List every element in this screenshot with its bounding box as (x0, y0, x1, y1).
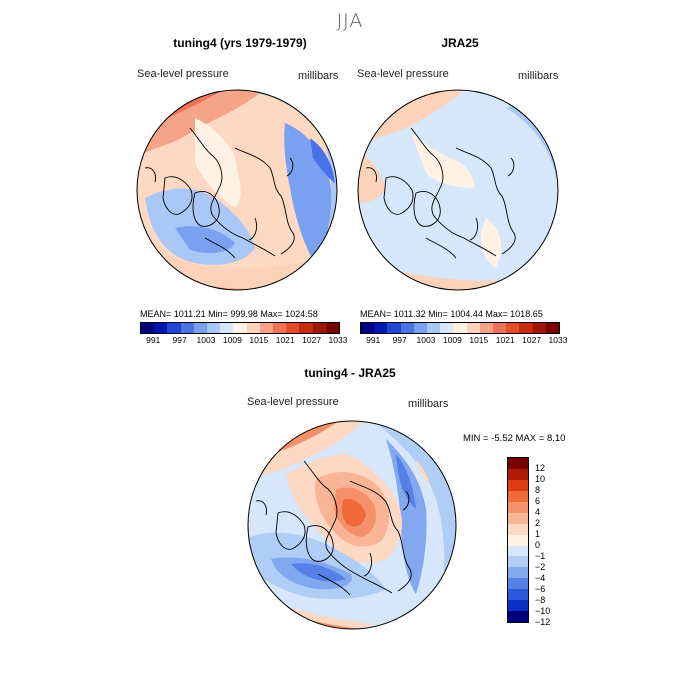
diff-units-label: millibars (408, 398, 449, 410)
colorbar-tick-label: 1003 (196, 335, 216, 345)
colorbar-tick-label: 991 (366, 335, 381, 345)
diff-stats: MIN = -5.52 MAX = 8.10 (463, 433, 566, 444)
colorbar-swatch (154, 323, 168, 333)
colorbar-tick-label: −10 (535, 605, 551, 616)
colorbar-tick-label: −12 (535, 616, 551, 627)
colorbar-swatch (508, 534, 528, 546)
colorbar-tick-label: 2 (535, 518, 541, 529)
colorbar-tick-label: 1009 (222, 335, 242, 345)
colorbar-tick-label: 1033 (548, 335, 568, 345)
colorbar-tick-label: 1 (535, 529, 541, 540)
colorbar-tick-label: 12 (535, 463, 546, 474)
colorbar-swatch (312, 323, 326, 333)
colorbar-swatch (141, 323, 155, 333)
colorbar-tick-label: 991 (146, 335, 161, 345)
colorbar-swatch (508, 468, 528, 480)
colorbar-swatch (387, 323, 401, 333)
season-title: JJA (336, 10, 364, 32)
colorbar-swatch (508, 501, 528, 513)
colorbar-tick-label: −4 (535, 572, 546, 583)
model-variable-label: Sea-level pressure (137, 68, 229, 80)
colorbar-swatch (361, 323, 375, 333)
colorbar-tick-label: −2 (535, 561, 546, 572)
model-colorbar (140, 322, 340, 334)
colorbar-swatch (413, 323, 428, 333)
colorbar-tick-label: 1003 (416, 335, 436, 345)
colorbar-swatch (508, 512, 528, 524)
colorbar-swatch (286, 323, 300, 333)
colorbar-swatch (400, 323, 414, 333)
obs-units-label: millibars (518, 70, 559, 82)
colorbar-swatch (167, 323, 181, 333)
colorbar-tick-label: 1033 (328, 335, 348, 345)
colorbar-swatch (519, 323, 533, 333)
colorbar-swatch (180, 323, 194, 333)
colorbar-swatch (207, 323, 221, 333)
colorbar-swatch (506, 323, 520, 333)
colorbar-swatch (508, 589, 528, 601)
colorbar-swatch (545, 323, 560, 333)
colorbar-tick-label: 10 (535, 474, 546, 485)
colorbar-swatch (233, 323, 247, 333)
diff-colorbar-ticks: 12 10 8 6 4 2 1 0 −1 −2 −4 −6 −8 −10 −12 (535, 463, 575, 627)
colorbar-swatch (479, 323, 494, 333)
colorbar-swatch (440, 323, 454, 333)
model-polar-map (136, 89, 338, 291)
colorbar-swatch (508, 523, 528, 535)
obs-variable-label: Sea-level pressure (357, 68, 449, 80)
colorbar-swatch (508, 545, 528, 557)
model-stats: MEAN= 1011.21 Min= 999.98 Max= 1024.58 (140, 309, 318, 319)
colorbar-swatch (220, 323, 234, 333)
diff-polar-map (247, 420, 457, 630)
diff-variable-label: Sea-level pressure (247, 396, 339, 408)
colorbar-swatch (427, 323, 441, 333)
colorbar-tick-label: 8 (535, 485, 541, 496)
colorbar-tick-label: 1015 (249, 335, 269, 345)
obs-stats: MEAN= 1011.32 Min= 1004.44 Max= 1018.65 (360, 309, 543, 319)
colorbar-tick-label: 1021 (275, 335, 295, 345)
colorbar-swatch (453, 323, 467, 333)
colorbar-swatch (508, 458, 528, 469)
colorbar-swatch (193, 323, 208, 333)
model-units-label: millibars (298, 70, 339, 82)
colorbar-swatch (374, 323, 388, 333)
colorbar-tick-label: 1027 (302, 335, 322, 345)
colorbar-swatch (325, 323, 340, 333)
colorbar-swatch (466, 323, 480, 333)
colorbar-tick-label: 1021 (495, 335, 515, 345)
colorbar-swatch (508, 479, 528, 491)
obs-polar-map (357, 89, 559, 291)
colorbar-swatch (508, 556, 528, 568)
colorbar-swatch (508, 578, 528, 590)
colorbar-swatch (246, 323, 260, 333)
obs-colorbar (360, 322, 560, 334)
colorbar-tick-label: 6 (535, 496, 541, 507)
colorbar-swatch (299, 323, 313, 333)
model-panel-title: tuning4 (yrs 1979-1979) (173, 36, 307, 50)
colorbar-tick-label: 1015 (469, 335, 489, 345)
colorbar-swatch (273, 323, 287, 333)
colorbar-swatch (259, 323, 274, 333)
diff-panel-title: tuning4 - JRA25 (304, 366, 396, 380)
colorbar-swatch (508, 600, 528, 612)
colorbar-tick-label: 997 (392, 335, 407, 345)
colorbar-tick-label: −6 (535, 583, 546, 594)
colorbar-tick-label: 1027 (522, 335, 542, 345)
colorbar-tick-label: −8 (535, 594, 546, 605)
obs-panel-title: JRA25 (441, 36, 479, 50)
colorbar-swatch (508, 490, 528, 502)
colorbar-swatch (508, 611, 528, 623)
colorbar-tick-label: −1 (535, 550, 546, 561)
colorbar-tick-label: 997 (172, 335, 187, 345)
colorbar-swatch (532, 323, 546, 333)
colorbar-tick-label: 1009 (442, 335, 462, 345)
diff-colorbar (507, 457, 529, 623)
colorbar-tick-label: 0 (535, 540, 541, 551)
colorbar-swatch (508, 567, 528, 579)
colorbar-tick-label: 4 (535, 507, 541, 518)
colorbar-swatch (493, 323, 507, 333)
